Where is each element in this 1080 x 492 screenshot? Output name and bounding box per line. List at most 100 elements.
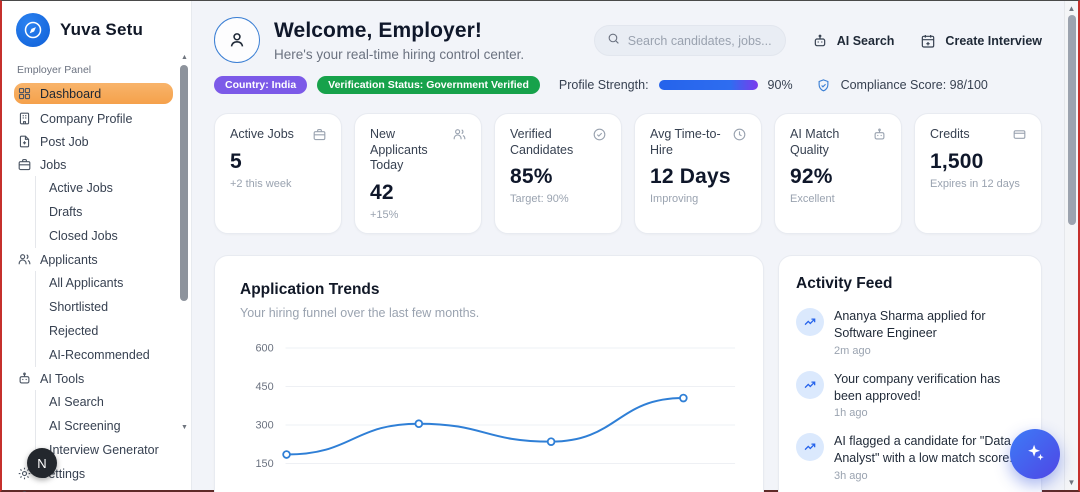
sidebar-item-label: All Applicants: [49, 276, 124, 290]
header: Welcome, Employer! Here's your real-time…: [214, 17, 1042, 63]
sidebar-item-label: Applicants: [40, 252, 98, 267]
sidebar-item-label: Rejected: [49, 324, 99, 338]
data-point: [546, 437, 556, 446]
stat-label: Credits: [930, 127, 970, 141]
country-badge: Country: India: [214, 76, 308, 94]
brand-name: Yuva Setu: [60, 20, 144, 39]
sidebar-item-active-jobs[interactable]: Active Jobs: [35, 176, 173, 200]
stat-sublabel: Improving: [650, 193, 699, 206]
sidebar-item-label: Post Job: [40, 134, 89, 149]
main-scrollbar: ▲ ▼: [1064, 1, 1078, 490]
sidebar-item-applicants[interactable]: Applicants: [14, 248, 173, 271]
sidebar-scroll-up-icon[interactable]: ▲: [181, 54, 188, 61]
sidebar: Yuva Setu Employer Panel Dashboard Compan…: [2, 1, 192, 492]
activity-feed-item: AI flagged a candidate for "Data Analyst…: [796, 433, 1025, 482]
application-trends-chart: 0150300450600: [240, 332, 741, 492]
ai-search-button[interactable]: AI Search: [812, 33, 895, 49]
data-point: [414, 419, 424, 428]
sidebar-item-label: AI Tools: [40, 371, 85, 386]
activity-feed-list: Ananya Sharma applied for Software Engin…: [796, 307, 1025, 492]
file-plus-icon: [17, 134, 32, 149]
check-circle-icon: [592, 127, 607, 142]
stat-card-active-jobs: Active Jobs 5 +2 this week: [214, 113, 342, 234]
sidebar-item-label: Login: [40, 490, 71, 492]
stats-row: Active Jobs 5 +2 this week New Applicants T…: [214, 113, 1042, 234]
users-icon: [17, 252, 32, 267]
clock-icon: [732, 127, 747, 142]
brand: Yuva Setu: [14, 11, 173, 47]
sidebar-item-drafts[interactable]: Drafts: [35, 200, 173, 224]
sidebar-item-company-profile[interactable]: Company Profile: [14, 107, 173, 130]
bot-icon: [872, 127, 887, 142]
profile-strength-value: 90%: [767, 78, 793, 92]
ai-assistant-fab[interactable]: [1010, 429, 1060, 479]
main-content: Welcome, Employer! Here's your real-time…: [192, 1, 1078, 492]
avatar: [214, 17, 260, 63]
calendar-plus-icon: [920, 33, 936, 49]
stat-sublabel: +15%: [370, 208, 399, 221]
sidebar-item-label: Jobs: [40, 157, 67, 172]
ai-search-label: AI Search: [836, 33, 895, 48]
stat-label: New Applicants Today: [370, 127, 428, 173]
sidebar-item-dashboard[interactable]: Dashboard: [14, 83, 173, 104]
stat-value: 12 Days: [650, 165, 731, 189]
sidebar-item-closed-jobs[interactable]: Closed Jobs: [35, 224, 173, 248]
sidebar-scrollbar: ▲ ▼: [179, 41, 190, 490]
activity-timestamp: 3h ago: [834, 470, 868, 483]
stat-label: Active Jobs: [230, 127, 294, 141]
page-subtitle: Here's your real-time hiring control cen…: [274, 46, 525, 62]
sidebar-item-ai-recommended[interactable]: AI-Recommended: [35, 343, 173, 367]
chart-title: Application Trends: [240, 280, 380, 298]
stat-value: 42: [370, 180, 394, 204]
sidebar-item-label: AI-Recommended: [49, 348, 150, 362]
search-box[interactable]: [593, 25, 786, 56]
stat-value: 5: [230, 149, 242, 173]
sidebar-item-post-job[interactable]: Post Job: [14, 130, 173, 153]
sidebar-item-login[interactable]: Login: [14, 485, 173, 492]
activity-feed-item: Ananya Sharma applied for Software Engin…: [796, 307, 1025, 357]
create-interview-button[interactable]: Create Interview: [920, 33, 1042, 49]
sidebar-section-label: Employer Panel: [17, 64, 92, 76]
trending-up-icon: [796, 307, 824, 336]
stat-value: 92%: [790, 165, 833, 189]
stat-sublabel: Expires in 12 days: [930, 177, 1020, 190]
sidebar-item-ai-screening[interactable]: AI Screening: [35, 414, 173, 438]
sidebar-item-label: Interview Generator: [49, 443, 159, 457]
activity-timestamp: 2m ago: [834, 344, 871, 357]
sidebar-scrollbar-thumb[interactable]: [180, 65, 188, 301]
trending-up-icon: [796, 370, 824, 399]
stat-sublabel: +2 this week: [230, 177, 292, 190]
sidebar-item-ai-search[interactable]: AI Search: [35, 390, 173, 414]
main-scrollbar-thumb[interactable]: [1068, 15, 1076, 225]
main-scroll-up-icon[interactable]: ▲: [1067, 4, 1076, 13]
profile-strength-label: Profile Strength:: [558, 78, 649, 92]
grid-icon: [17, 86, 32, 101]
stat-label: AI Match Quality: [790, 127, 840, 157]
sidebar-item-label: Active Jobs: [49, 181, 113, 195]
sidebar-item-jobs[interactable]: Jobs: [14, 153, 173, 176]
sidebar-scroll-down-icon[interactable]: ▼: [181, 424, 188, 431]
sidebar-item-label: Closed Jobs: [49, 229, 118, 243]
sidebar-item-label: Shortlisted: [49, 300, 109, 314]
y-axis-tick-label: 600: [256, 342, 274, 354]
activity-text: AI flagged a candidate for "Data Analyst…: [834, 434, 1013, 466]
search-input[interactable]: [627, 33, 773, 48]
activity-text: Ananya Sharma applied for Software Engin…: [834, 308, 986, 340]
sidebar-item-shortlisted[interactable]: Shortlisted: [35, 295, 173, 319]
sidebar-item-ai-tools[interactable]: AI Tools: [14, 367, 173, 390]
users-icon: [452, 127, 467, 142]
sidebar-item-all-applicants[interactable]: All Applicants: [35, 271, 173, 295]
panels-row: Application Trends Your hiring funnel ov…: [214, 254, 1042, 492]
trending-up-icon: [796, 433, 824, 462]
y-axis-tick-label: 450: [256, 381, 274, 393]
stat-card-new-applicants-today: New Applicants Today 42 +15%: [354, 113, 482, 234]
activity-feed-item: Your company verification has been appro…: [796, 370, 1025, 419]
sidebar-item-rejected[interactable]: Rejected: [35, 319, 173, 343]
welcome-text: Welcome, Employer! Here's your real-time…: [274, 19, 524, 62]
sidebar-nav: Dashboard Company Profile Post Job Jobs Acti…: [14, 83, 173, 492]
floating-n-badge[interactable]: N: [27, 448, 57, 478]
main-scroll-down-icon[interactable]: ▼: [1067, 478, 1076, 487]
y-axis-tick-label: 150: [256, 458, 274, 470]
create-interview-label: Create Interview: [945, 33, 1042, 48]
stat-card-avg-time-to-hire: Avg Time-to-Hire 12 Days Improving: [634, 113, 762, 234]
